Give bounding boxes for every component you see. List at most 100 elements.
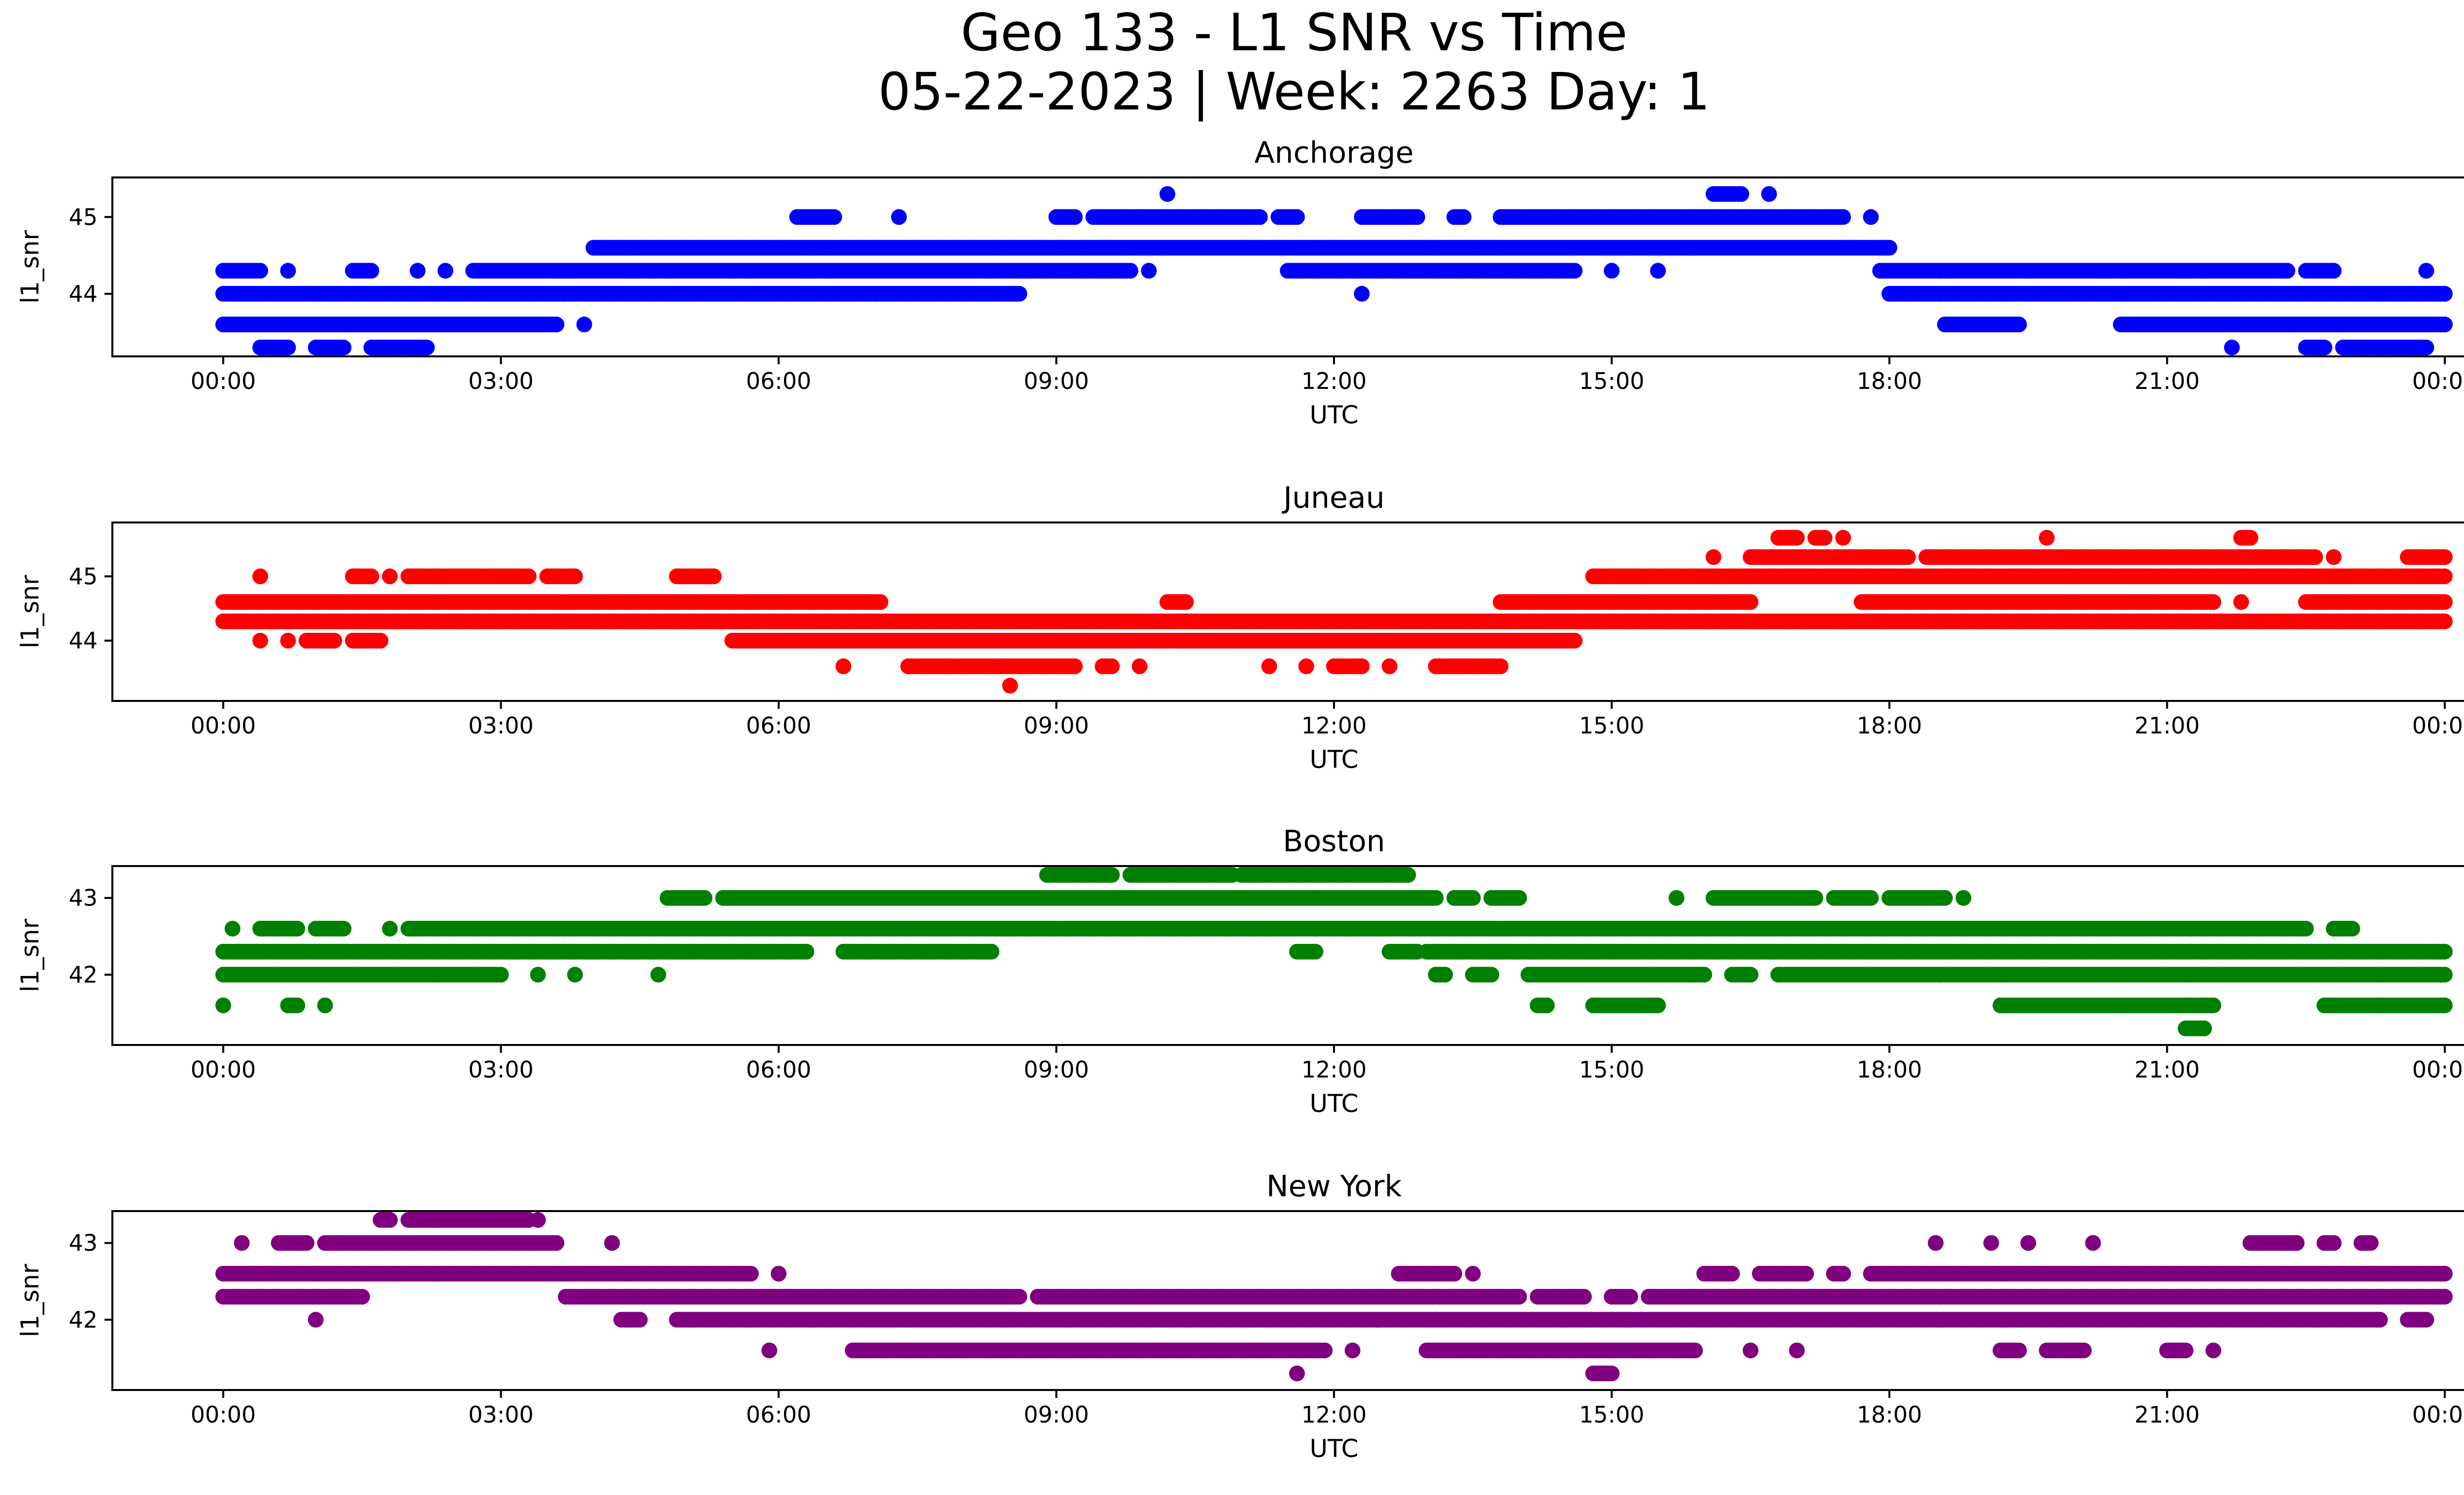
data-point — [2326, 549, 2342, 565]
x-tick-label: 00:00 — [191, 368, 256, 394]
data-point — [373, 632, 389, 649]
x-tick-label: 06:00 — [746, 712, 812, 739]
data-point — [363, 568, 379, 585]
data-point — [1122, 263, 1138, 279]
data-point — [1761, 186, 1777, 202]
data-point — [1354, 286, 1370, 302]
data-point — [280, 632, 296, 649]
data-point — [410, 263, 426, 279]
data-point — [2316, 340, 2332, 355]
data-point — [1002, 678, 1018, 694]
data-point — [1733, 186, 1749, 202]
data-point — [2233, 594, 2249, 610]
data-point — [1743, 594, 1759, 610]
series-points — [215, 867, 2453, 1037]
data-point — [1104, 867, 1120, 883]
data-point — [1159, 186, 1175, 202]
data-point — [336, 921, 352, 937]
data-point — [1604, 263, 1620, 279]
subplot-title: Boston — [1283, 824, 1385, 859]
data-point — [252, 632, 269, 649]
figure-title-line2: 05-22-2023 | Week: 2263 Day: 1 — [878, 62, 1710, 122]
data-point — [252, 568, 269, 585]
data-point — [548, 316, 565, 333]
y-axis-label: l1_snr — [16, 230, 44, 304]
data-point — [252, 263, 269, 279]
y-tick-label: 44 — [68, 280, 98, 307]
data-point — [2242, 530, 2259, 546]
data-point — [2437, 549, 2453, 565]
x-tick-label: 03:00 — [468, 368, 534, 394]
x-axis-label: UTC — [1309, 401, 1358, 429]
data-point — [280, 263, 296, 279]
data-point — [1465, 890, 1481, 906]
data-point — [1428, 890, 1444, 906]
x-tick-label: 12:00 — [1301, 368, 1367, 394]
data-point — [1807, 890, 1823, 906]
data-point — [419, 340, 435, 355]
data-point — [1955, 890, 1972, 906]
subplot-juneau: Juneau 00:00 03:00 06:00 09:00 12:00 15:00 18:0… — [16, 481, 2464, 774]
x-tick-label: 18:00 — [1857, 368, 1922, 394]
y-tick-label: 45 — [68, 563, 98, 590]
data-point — [280, 340, 296, 355]
x-tick-label: 12:00 — [1301, 712, 1367, 739]
x-tick-label: 00:00 — [2412, 712, 2464, 739]
data-point — [2326, 263, 2342, 279]
data-point — [1567, 263, 1583, 279]
data-point — [696, 890, 713, 906]
data-point — [2205, 594, 2222, 610]
data-point — [1493, 658, 1509, 674]
data-point — [872, 594, 889, 610]
data-point — [835, 658, 852, 674]
data-point — [326, 632, 342, 649]
data-point — [2039, 530, 2055, 546]
data-point — [1789, 530, 1805, 546]
data-point — [1863, 890, 1879, 906]
data-point — [1067, 658, 1083, 674]
x-tick-label: 03:00 — [468, 712, 534, 739]
x-tick-label: 09:00 — [1024, 712, 1089, 739]
x-tick-label: 21:00 — [2134, 712, 2200, 739]
data-point — [437, 263, 453, 279]
data-point — [2011, 316, 2027, 333]
data-point — [1354, 658, 1370, 674]
data-point — [1298, 658, 1314, 674]
data-point — [567, 568, 583, 585]
data-point — [826, 209, 842, 225]
subplot-title: Anchorage — [1254, 136, 1413, 170]
subplot-title: Juneau — [1281, 481, 1384, 515]
data-point — [1289, 209, 1305, 225]
data-point — [520, 568, 537, 585]
x-axis-label: UTC — [1309, 745, 1358, 774]
data-point — [1261, 658, 1277, 674]
data-point — [576, 316, 592, 333]
data-point — [1178, 594, 1194, 610]
data-point — [2437, 594, 2453, 610]
data-point — [2437, 568, 2453, 585]
data-point — [289, 921, 306, 937]
data-point — [1400, 867, 1416, 883]
data-point — [1104, 658, 1120, 674]
data-point — [336, 340, 352, 355]
data-point — [1706, 549, 1722, 565]
data-point — [1067, 209, 1083, 225]
series-points — [215, 530, 2453, 694]
data-point — [2279, 263, 2295, 279]
data-point — [2418, 340, 2434, 355]
data-point — [1567, 632, 1583, 649]
data-point — [1511, 890, 1527, 906]
data-point — [1131, 658, 1148, 674]
x-tick-label: 00:00 — [191, 712, 256, 739]
data-point — [1863, 209, 1879, 225]
series-points — [215, 186, 2453, 355]
data-point — [1816, 530, 1833, 546]
x-tick-label: 15:00 — [1579, 368, 1644, 394]
x-tick-label: 15:00 — [1579, 712, 1644, 739]
x-tick-label: 18:00 — [1857, 712, 1922, 739]
x-tick-label: 06:00 — [746, 368, 812, 394]
y-axis-label: l1_snr — [16, 575, 44, 648]
data-point — [1835, 209, 1851, 225]
